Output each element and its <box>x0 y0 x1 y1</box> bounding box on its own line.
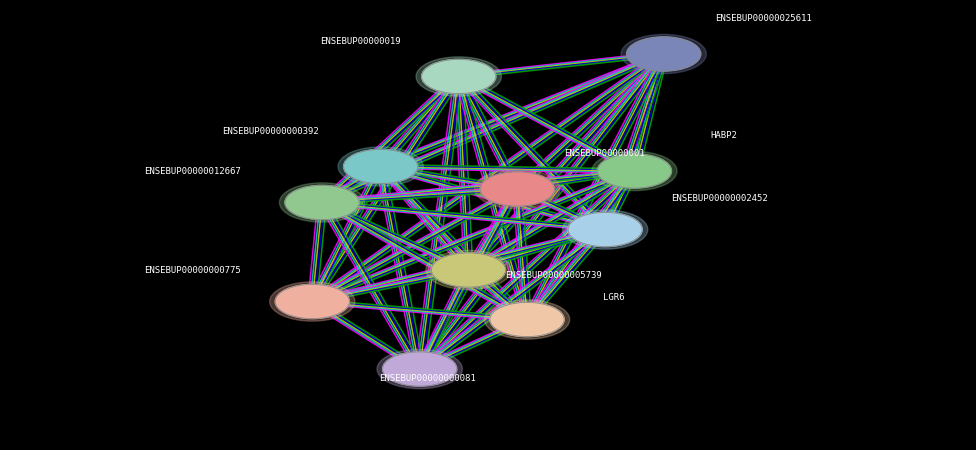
Text: LGR6: LGR6 <box>603 293 625 302</box>
Text: ENSEBUP00000000392: ENSEBUP00000000392 <box>223 127 319 136</box>
Text: ENSEBUP00000025611: ENSEBUP00000025611 <box>715 14 812 23</box>
Circle shape <box>416 57 502 96</box>
Circle shape <box>480 172 554 206</box>
Circle shape <box>562 210 648 249</box>
Circle shape <box>621 34 707 74</box>
Circle shape <box>474 169 560 209</box>
Circle shape <box>627 37 701 71</box>
Circle shape <box>431 253 506 287</box>
Text: ENSEBUP00000001: ENSEBUP00000001 <box>564 149 645 158</box>
Circle shape <box>377 349 463 389</box>
Circle shape <box>344 149 418 184</box>
Circle shape <box>490 302 564 337</box>
Circle shape <box>484 300 570 339</box>
Text: ENSEBUP00000000775: ENSEBUP00000000775 <box>144 266 241 275</box>
Circle shape <box>422 59 496 94</box>
Circle shape <box>591 151 677 191</box>
Text: ENSEBUP00000000081: ENSEBUP00000000081 <box>379 374 475 383</box>
Circle shape <box>568 212 642 247</box>
Circle shape <box>269 282 355 321</box>
Circle shape <box>338 147 424 186</box>
Circle shape <box>275 284 349 319</box>
Text: ENSEBUP00000019: ENSEBUP00000019 <box>320 37 401 46</box>
Text: ENSEBUP00000005739: ENSEBUP00000005739 <box>506 271 602 280</box>
Text: ENSEBUP00000002452: ENSEBUP00000002452 <box>671 194 768 203</box>
Circle shape <box>279 183 365 222</box>
Circle shape <box>383 352 457 386</box>
Text: HABP2: HABP2 <box>711 131 738 140</box>
Circle shape <box>285 185 359 220</box>
Circle shape <box>426 250 511 290</box>
Text: ENSEBUP00000012667: ENSEBUP00000012667 <box>144 167 241 176</box>
Circle shape <box>597 154 671 188</box>
